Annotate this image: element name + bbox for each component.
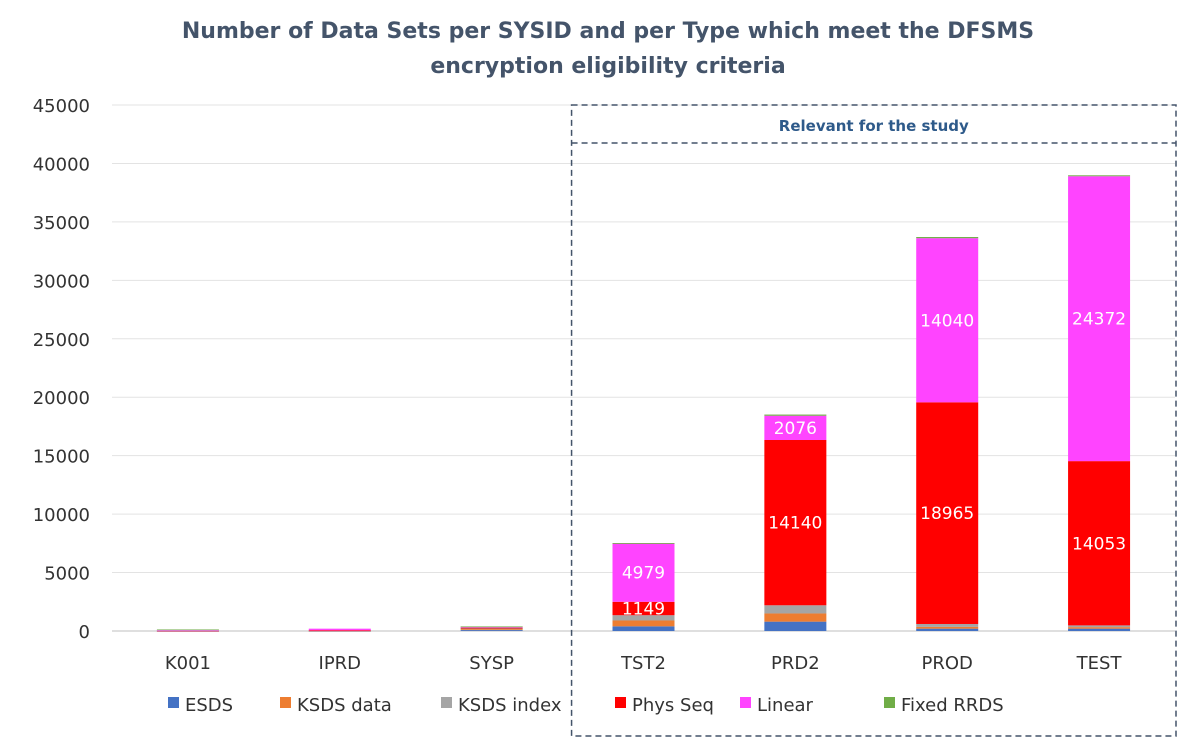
bar-segment — [764, 414, 827, 416]
bar-segment — [460, 627, 523, 629]
chart-title-line-1: Number of Data Sets per SYSID and per Ty… — [182, 19, 1034, 44]
bar-segment — [1068, 176, 1131, 462]
bar-segment — [1068, 175, 1131, 177]
bar-segment — [612, 626, 675, 631]
bar-segment — [764, 621, 827, 631]
legend: ESDS KSDS data KSDS index Phys Seq Linear Fix… — [168, 695, 1004, 716]
x-category-label: TEST — [1076, 653, 1123, 674]
bar-segment — [916, 626, 979, 629]
x-axis-categories: K001 IPRD SYSP TST2 PRD2 PROD TEST — [165, 653, 1123, 674]
y-tick-label: 25000 — [33, 330, 90, 351]
relevant-region-annotation: Relevant for the study — [570, 104, 1177, 737]
y-axis-ticks: 0 5000 10000 15000 20000 25000 30000 35000 40000… — [33, 96, 90, 643]
bar-segment — [916, 238, 979, 403]
y-tick-label: 5000 — [44, 564, 90, 585]
bar-segment — [1068, 625, 1131, 628]
legend-swatch — [168, 697, 179, 708]
bar-segment — [1068, 627, 1131, 629]
bar-segment — [1068, 461, 1131, 626]
bar-segment — [156, 629, 219, 631]
bar-segment — [916, 623, 979, 627]
bar-segment — [764, 605, 827, 614]
y-tick-label: 45000 — [33, 96, 90, 117]
data-labels: 1149 4979 14140 2076 18965 14040 14053 24372 — [622, 310, 1126, 620]
legend-swatch — [441, 697, 452, 708]
x-category-label: IPRD — [319, 653, 362, 674]
legend-label: Phys Seq — [632, 695, 714, 716]
bars — [156, 175, 1131, 632]
bar-segment — [916, 628, 979, 631]
x-category-label: PRD2 — [771, 653, 820, 674]
y-tick-label: 0 — [79, 622, 90, 643]
y-tick-label: 15000 — [33, 447, 90, 468]
bar-segment — [612, 543, 675, 544]
y-tick-label: 30000 — [33, 271, 90, 292]
chart-title: Number of Data Sets per SYSID and per Ty… — [182, 19, 1034, 79]
legend-label: Linear — [757, 695, 814, 716]
bar-segment — [612, 615, 675, 621]
data-label: 2076 — [774, 419, 817, 439]
bar-segment — [156, 630, 219, 632]
y-tick-label: 20000 — [33, 388, 90, 409]
bar-segment — [1068, 628, 1131, 631]
bar-segment — [916, 402, 979, 624]
data-label: 14140 — [768, 514, 822, 534]
data-label: 14053 — [1072, 534, 1126, 554]
bar-segment — [612, 620, 675, 627]
data-label: 18965 — [920, 504, 974, 524]
bar-segment — [916, 237, 979, 239]
bar-segment — [308, 628, 371, 631]
legend-swatch — [615, 697, 626, 708]
y-tick-label: 10000 — [33, 505, 90, 526]
bar-segment — [460, 629, 523, 631]
relevant-region-label: Relevant for the study — [779, 117, 969, 135]
legend-label: KSDS index — [458, 695, 562, 716]
legend-label: KSDS data — [297, 695, 392, 716]
legend-label: Fixed RRDS — [901, 695, 1004, 716]
y-tick-label: 40000 — [33, 154, 90, 175]
x-category-label: K001 — [165, 653, 211, 674]
legend-label: ESDS — [185, 695, 233, 716]
bar-segment — [764, 440, 827, 606]
bar-segment — [612, 543, 675, 602]
data-label: 4979 — [622, 564, 665, 584]
data-label: 1149 — [622, 600, 665, 620]
legend-swatch — [280, 697, 291, 708]
x-category-label: TST2 — [620, 653, 666, 674]
x-category-label: PROD — [922, 653, 973, 674]
bar-segment — [764, 613, 827, 622]
bar-segment — [460, 630, 523, 631]
bar-segment — [460, 626, 523, 628]
bar-segment — [764, 415, 827, 441]
x-category-label: SYSP — [469, 653, 514, 674]
legend-swatch — [740, 697, 751, 708]
legend-swatch — [884, 697, 895, 708]
bar-segment — [308, 630, 371, 632]
relevant-region-box — [570, 104, 1177, 737]
data-label: 24372 — [1072, 310, 1126, 330]
bar-segment — [612, 601, 675, 616]
gridlines — [112, 104, 1175, 632]
y-tick-label: 35000 — [33, 213, 90, 234]
data-label: 14040 — [920, 311, 974, 331]
bar-segment — [460, 628, 523, 630]
chart-title-line-2: encryption eligibility criteria — [430, 54, 785, 79]
